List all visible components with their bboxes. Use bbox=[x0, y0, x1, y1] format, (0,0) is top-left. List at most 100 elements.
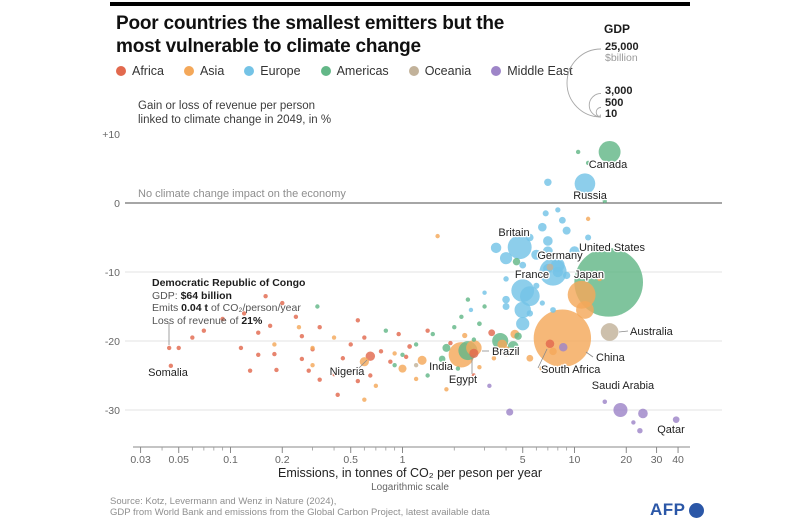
bubble bbox=[355, 378, 361, 384]
country-label-saudi-arabia: Saudi Arabia bbox=[592, 380, 655, 392]
bubble bbox=[274, 367, 279, 373]
bubble bbox=[526, 310, 534, 317]
legend-item-americas: Americas bbox=[320, 64, 389, 78]
country-label-somalia: Somalia bbox=[148, 367, 189, 379]
bubble bbox=[201, 328, 207, 333]
bubble bbox=[272, 351, 277, 357]
country-label-germany: Germany bbox=[537, 250, 583, 262]
bubble bbox=[306, 368, 311, 373]
bubble bbox=[400, 352, 405, 357]
bubble bbox=[362, 397, 367, 402]
leader-line bbox=[585, 351, 594, 358]
x-tick-label-0.03: 0.03 bbox=[130, 454, 151, 466]
bubble bbox=[392, 351, 397, 356]
legend-dot-americas bbox=[320, 66, 331, 76]
bubble bbox=[516, 317, 530, 331]
bubble bbox=[340, 356, 346, 361]
country-label-canada: Canada bbox=[589, 159, 628, 171]
bubble bbox=[585, 160, 591, 166]
x-tick-label-30: 30 bbox=[651, 454, 663, 466]
bubble bbox=[597, 276, 602, 282]
title-line-1: Poor countries the smallest emitters but… bbox=[116, 13, 505, 34]
drc-callout-emissions: Emits 0.04 t of CO₂/person/year bbox=[152, 302, 301, 315]
bubble bbox=[398, 364, 407, 373]
legend-label-asia: Asia bbox=[199, 64, 225, 78]
bubble bbox=[267, 323, 273, 329]
bubble bbox=[293, 314, 299, 320]
bubble bbox=[477, 365, 482, 370]
bubble bbox=[448, 340, 453, 346]
bubble bbox=[459, 314, 464, 320]
bubble bbox=[317, 325, 322, 330]
bubble bbox=[546, 263, 554, 271]
y-axis-description: Gain or loss of revenue per person linke… bbox=[138, 99, 331, 127]
y-tick-+10: +10 bbox=[102, 129, 120, 141]
bubble bbox=[299, 333, 305, 339]
bubble bbox=[362, 335, 367, 340]
drc-callout-loss: Loss of revenue of 21% bbox=[152, 314, 263, 327]
bubble bbox=[190, 335, 195, 340]
legend-item-africa: Africa bbox=[116, 64, 164, 78]
bubble bbox=[552, 266, 564, 278]
bubble bbox=[263, 293, 268, 299]
y-tick--10: -10 bbox=[105, 267, 120, 279]
bubble bbox=[280, 300, 285, 306]
country-label-south-africa: South Africa bbox=[541, 364, 601, 376]
country-label-china: China bbox=[596, 352, 626, 364]
afp-logo-globe-icon bbox=[688, 502, 704, 518]
bubble bbox=[631, 420, 636, 425]
bubble bbox=[296, 325, 302, 330]
bubble bbox=[539, 300, 545, 306]
bubble-britain bbox=[507, 235, 532, 260]
bubble bbox=[512, 257, 521, 266]
country-label-qatar: Qatar bbox=[657, 424, 685, 436]
bubble bbox=[539, 365, 546, 372]
bubble-south-africa bbox=[545, 339, 555, 349]
bubble bbox=[359, 357, 369, 367]
bubble bbox=[220, 316, 225, 322]
bubble bbox=[550, 307, 556, 313]
bubble bbox=[272, 342, 277, 347]
bubble bbox=[256, 352, 261, 357]
leader-line bbox=[618, 330, 629, 333]
bubble bbox=[438, 355, 446, 363]
bubble bbox=[435, 233, 440, 239]
bubble bbox=[331, 371, 337, 377]
country-label-japan: Japan bbox=[574, 269, 604, 281]
bubble bbox=[499, 252, 513, 265]
bubble-somalia bbox=[168, 363, 174, 369]
gdp-legend-25000: 25,000 bbox=[605, 41, 639, 53]
drc-callout-gdp: GDP: $64 billion bbox=[152, 289, 232, 302]
legend-item-oceania: Oceania bbox=[408, 64, 471, 78]
country-label-egypt: Egypt bbox=[449, 374, 477, 386]
bubble bbox=[388, 359, 393, 364]
gdp-legend-3000: 3,000 bbox=[605, 85, 633, 97]
gdp-legend-circle-3,000 bbox=[588, 92, 602, 118]
bubble bbox=[549, 347, 557, 356]
country-label-united-states: United States bbox=[579, 242, 646, 254]
legend-label-africa: Africa bbox=[132, 64, 164, 78]
bubble bbox=[444, 387, 449, 392]
bubble bbox=[488, 329, 496, 337]
bubble bbox=[526, 354, 534, 362]
bubble bbox=[335, 392, 340, 398]
zero-line-label: No climate change impact on the economy bbox=[138, 188, 346, 200]
bubble bbox=[348, 369, 353, 375]
legend-dot-europe bbox=[244, 66, 255, 76]
x-tick-label-10: 10 bbox=[569, 454, 581, 466]
legend-label-europe: Europe bbox=[260, 64, 301, 78]
bubble bbox=[602, 198, 607, 204]
bubble bbox=[585, 216, 591, 222]
bubble-egypt bbox=[469, 348, 479, 359]
bubble bbox=[519, 286, 540, 307]
x-tick-label-0.1: 0.1 bbox=[223, 454, 238, 466]
bubble bbox=[482, 290, 487, 295]
bubble bbox=[491, 355, 497, 361]
country-label-brazil: Brazil bbox=[492, 346, 520, 358]
bubble bbox=[430, 331, 435, 337]
drc-callout-title: Democratic Republic of Congo bbox=[152, 277, 306, 289]
bubble bbox=[637, 427, 643, 434]
bubble bbox=[256, 330, 261, 335]
bubble-china bbox=[533, 309, 592, 367]
x-tick-label-20: 20 bbox=[620, 454, 632, 466]
